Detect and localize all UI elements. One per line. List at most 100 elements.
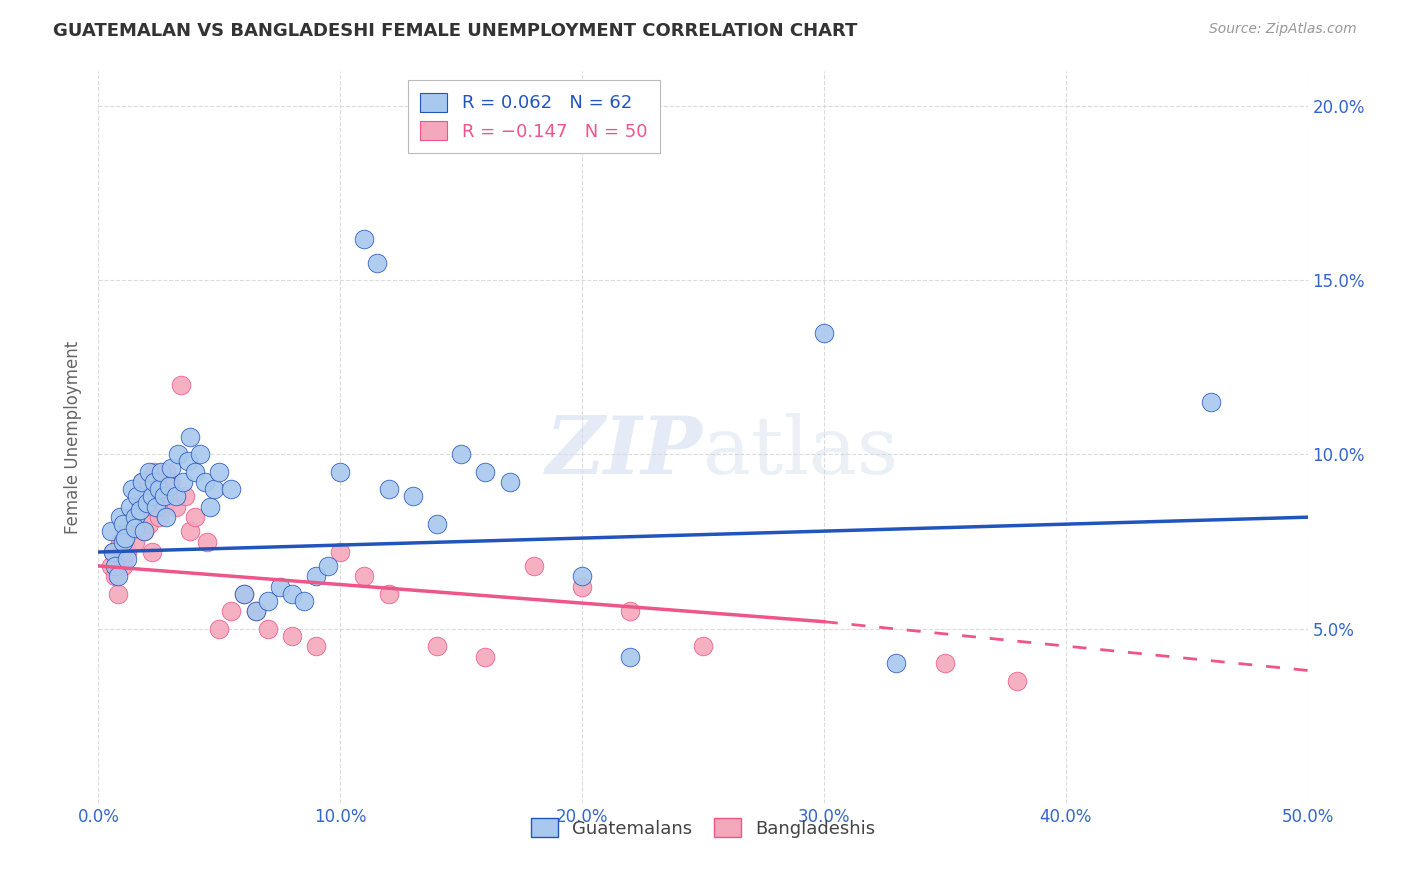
Point [152,500,174,514]
Point [131,475,153,490]
Point [118,524,141,538]
Point [141,545,163,559]
Point [131,475,153,490]
Point [281,587,304,601]
Point [160,461,183,475]
Point [155,465,177,479]
Point [104,569,127,583]
Point [150,483,173,497]
Point [150,465,173,479]
Point [148,483,170,497]
Point [619,649,641,664]
Point [152,489,174,503]
Point [366,256,388,270]
Point [474,649,496,664]
Point [377,587,399,601]
Point [269,580,291,594]
Point [692,639,714,653]
Point [128,503,150,517]
Point [221,483,243,497]
Point [305,569,328,583]
Point [1199,395,1222,409]
Point [174,489,197,503]
Point [107,587,129,601]
Point [138,517,160,532]
Point [114,531,136,545]
Point [402,489,425,503]
Point [111,558,134,573]
Point [145,500,167,514]
Point [107,569,129,583]
Text: ZIP: ZIP [546,413,703,491]
Point [117,545,139,559]
Point [111,552,134,566]
Point [111,534,134,549]
Point [474,465,496,479]
Point [157,479,180,493]
Point [329,465,352,479]
Point [523,558,546,573]
Point [198,500,221,514]
Point [121,510,143,524]
Point [571,580,593,594]
Point [127,517,149,532]
Point [145,489,167,503]
Point [353,231,375,245]
Point [134,524,156,538]
Point [179,524,201,538]
Point [571,569,593,583]
Point [184,510,207,524]
Point [128,500,150,514]
Point [177,454,200,468]
Point [426,639,449,653]
Point [353,569,375,583]
Point [256,622,278,636]
Point [124,510,146,524]
Point [204,483,226,497]
Point [165,500,187,514]
Point [208,622,231,636]
Point [208,465,231,479]
Point [169,377,191,392]
Point [305,639,328,653]
Point [172,475,194,490]
Point [135,500,157,514]
Point [167,448,190,462]
Point [281,629,304,643]
Point [329,545,352,559]
Point [886,657,908,671]
Point [121,483,143,497]
Point [101,545,124,559]
Point [114,534,136,549]
Point [188,448,211,462]
Point [124,534,146,549]
Point [619,604,641,618]
Point [143,465,166,479]
Point [104,558,127,573]
Point [108,510,131,524]
Point [245,604,267,618]
Point [141,489,163,503]
Point [111,517,134,532]
Point [138,465,160,479]
Point [377,483,399,497]
Y-axis label: Female Unemployment: Female Unemployment [65,341,83,533]
Point [1007,673,1029,688]
Point [100,524,122,538]
Point [195,534,218,549]
Point [316,558,339,573]
Point [155,510,177,524]
Point [292,594,315,608]
Point [148,510,170,524]
Point [184,465,207,479]
Point [245,604,267,618]
Point [232,587,254,601]
Point [117,552,139,566]
Point [194,475,217,490]
Point [232,587,254,601]
Point [134,524,156,538]
Text: GUATEMALAN VS BANGLADESHI FEMALE UNEMPLOYMENT CORRELATION CHART: GUATEMALAN VS BANGLADESHI FEMALE UNEMPLO… [53,22,858,40]
Point [135,496,157,510]
Point [165,489,187,503]
Point [450,448,472,462]
